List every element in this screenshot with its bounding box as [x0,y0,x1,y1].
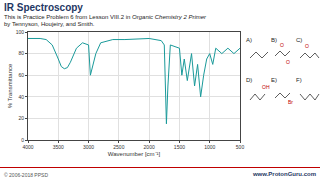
svg-text:2500: 2500 [113,144,124,150]
svg-text:E): E) [271,77,277,83]
svg-text:F): F) [296,77,302,83]
svg-text:2000: 2000 [144,144,155,150]
html-text:IR Spectroscopy: IR Spectroscopy [4,2,83,13]
svg-text:D): D) [246,77,252,83]
svg-text:B): B) [271,37,277,43]
svg-text:0: 0 [21,137,24,143]
svg-text:1000: 1000 [204,144,215,150]
svg-text:80: 80 [18,50,24,56]
svg-text:Br: Br [288,99,293,105]
svg-text:4000: 4000 [22,144,33,150]
svg-text:O: O [305,43,309,49]
svg-text:20: 20 [18,115,24,121]
svg-text:500: 500 [236,144,245,150]
svg-text:40: 40 [18,94,24,100]
svg-text:60: 60 [18,72,24,78]
html-text:This is Practice Problem 6 fro: This is Practice Problem 6 from Lesson V… [4,14,207,20]
html-text:www.ProtonGuru.com: www.ProtonGuru.com [252,171,316,177]
svg-text:O: O [280,42,284,48]
svg-text:O: O [286,59,290,65]
svg-text:100: 100 [16,29,25,35]
html-text:© 2006-2018 PPSD: © 2006-2018 PPSD [4,172,48,178]
html-text:by Tennyson, Houjeiry, and Smi: by Tennyson, Houjeiry, and Smith. [4,21,95,27]
svg-text:3500: 3500 [53,144,64,150]
svg-text:% Transmittance: % Transmittance [7,63,13,108]
svg-text:1500: 1500 [174,144,185,150]
svg-text:3000: 3000 [83,144,94,150]
svg-text:C): C) [296,37,302,43]
svg-text:A): A) [246,37,252,43]
svg-text:Wavenumber [cm⁻¹]: Wavenumber [cm⁻¹] [108,151,161,157]
svg-text:OH: OH [262,84,270,90]
